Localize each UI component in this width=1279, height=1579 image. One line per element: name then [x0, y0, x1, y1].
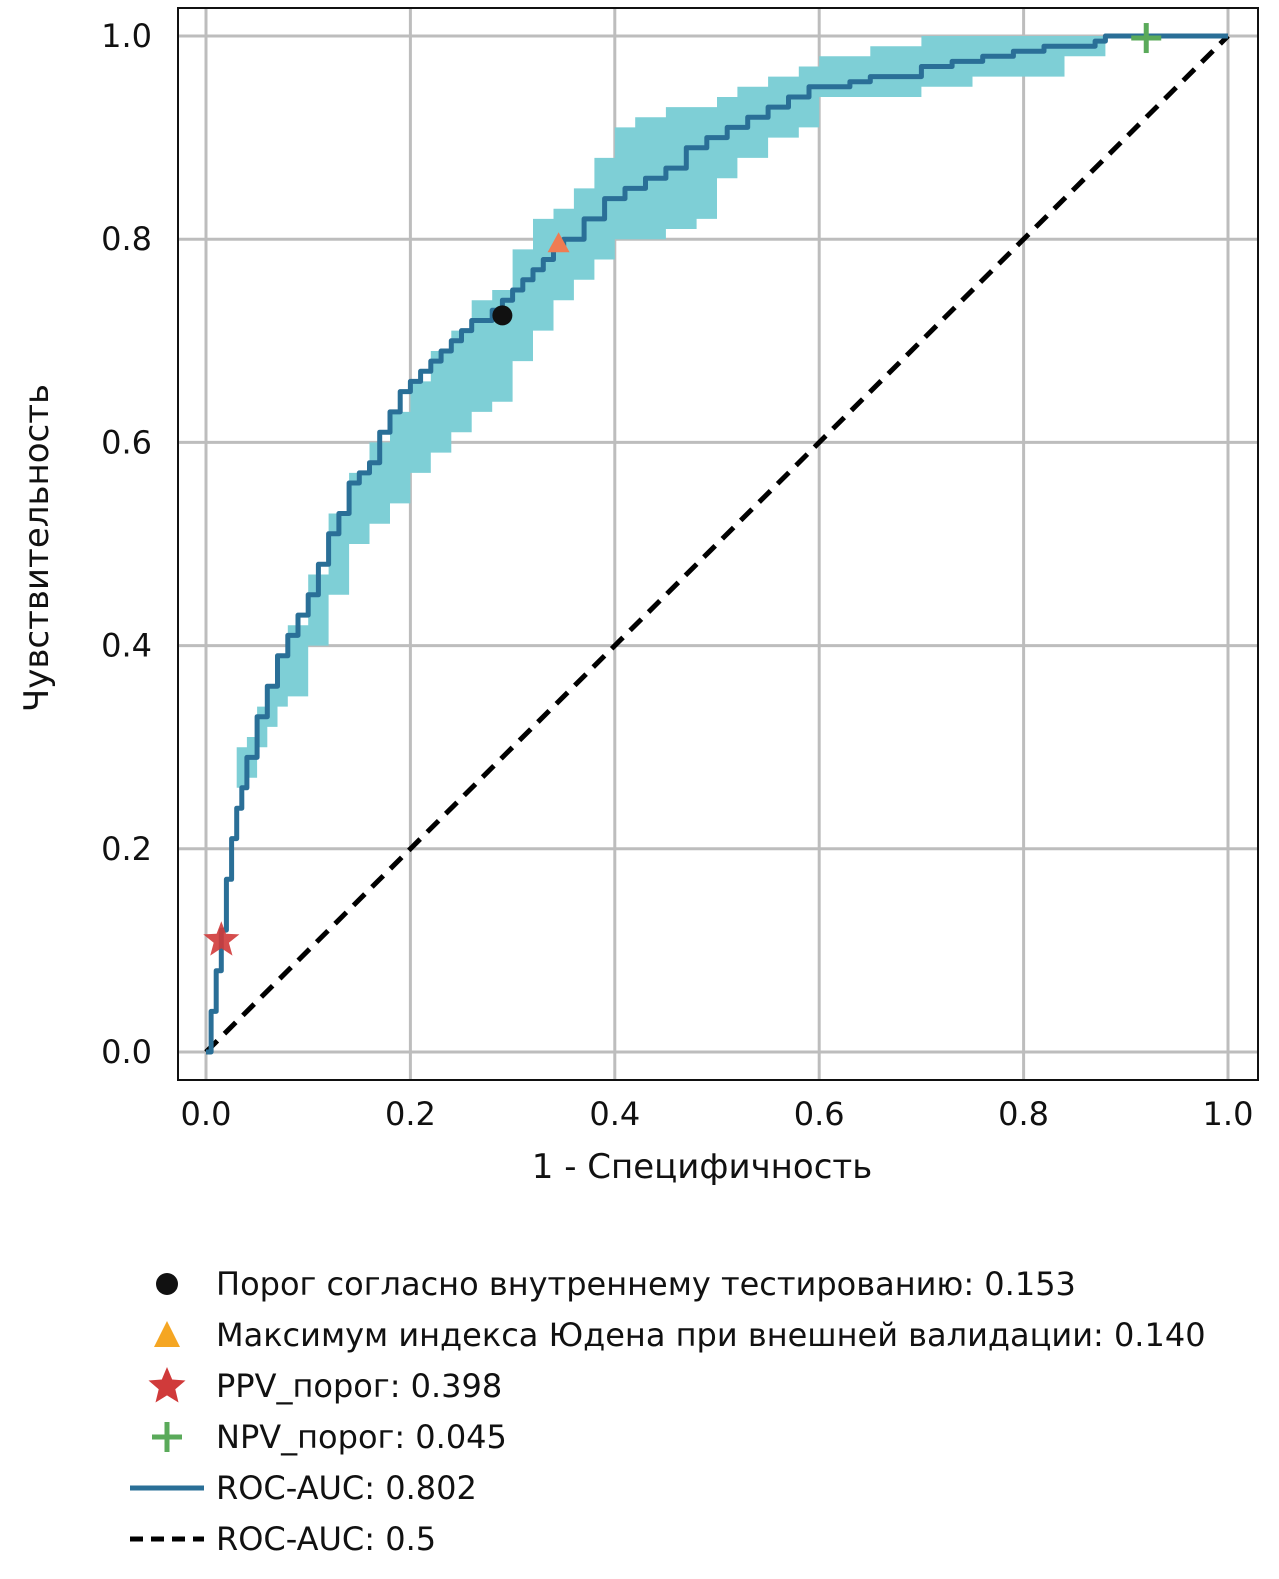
plot-frame: [177, 7, 1259, 1081]
x-tick-label: 0.6: [794, 1095, 845, 1133]
y-axis-title: Чувствительность: [17, 384, 57, 712]
markers-layer: [203, 23, 1162, 956]
black-circle-icon: [156, 1272, 178, 1295]
npv-threshold-marker: [1131, 23, 1162, 54]
internal-threshold-marker: [492, 305, 513, 326]
lines-layer: [204, 33, 1230, 1055]
green-plus-icon: [152, 1421, 182, 1452]
legend-item-chance: ROC-AUC: 0.5: [128, 1513, 1268, 1564]
y-tick-label: 1.0: [101, 17, 152, 55]
x-tick-label: 1.0: [1203, 1095, 1254, 1133]
legend-label: Максимум индекса Юдена при внешней валид…: [216, 1315, 1206, 1354]
y-tick-label: 0.6: [101, 423, 152, 461]
x-tick-label: 0.4: [589, 1095, 640, 1133]
legend-label: PPV_порог: 0.398: [216, 1366, 503, 1405]
x-tick-label: 0.2: [385, 1095, 436, 1133]
roc-curve-line: [206, 33, 1228, 1055]
orange-triangle-icon: [154, 1320, 180, 1347]
red-star-icon: [148, 1366, 186, 1402]
legend-label: NPV_порог: 0.045: [216, 1417, 507, 1456]
roc-chart: 0.0 0.2 0.4 0.6 0.8 1.0 0.0 0.2 0.4 0.6 0.8 1.0 1 -…: [17, 7, 1259, 1187]
legend-item-youden: Максимум индекса Юдена при внешней валид…: [128, 1309, 1268, 1360]
legend-item-ppv: PPV_порог: 0.398: [128, 1360, 1268, 1411]
legend-label: ROC-AUC: 0.5: [216, 1519, 437, 1558]
y-tick-label: 0.2: [101, 830, 152, 868]
legend: Порог согласно внутреннему тестированию:…: [128, 1258, 1268, 1564]
confidence-band: [236, 36, 1106, 788]
ppv-threshold-marker: [203, 921, 240, 956]
x-tick-label: 0.8: [998, 1095, 1049, 1133]
legend-item-npv: NPV_порог: 0.045: [128, 1411, 1268, 1462]
y-tick-label: 0.0: [101, 1033, 152, 1071]
legend-label: ROC-AUC: 0.802: [216, 1468, 477, 1507]
confidence-band-layer: [236, 36, 1106, 788]
legend-label: Порог согласно внутреннему тестированию:…: [216, 1264, 1076, 1303]
x-tick-label: 0.0: [181, 1095, 232, 1133]
youden-marker: [547, 232, 570, 253]
y-tick-label: 0.8: [101, 220, 152, 258]
dashed-line-icon: [130, 1536, 204, 1541]
legend-item-internal-threshold: Порог согласно внутреннему тестированию:…: [128, 1258, 1268, 1309]
tick-labels: 0.0 0.2 0.4 0.6 0.8 1.0 0.0 0.2 0.4 0.6 0.8 1.0: [101, 17, 1253, 1133]
x-axis-title: 1 - Специфичность: [532, 1147, 872, 1187]
y-tick-label: 0.4: [101, 627, 152, 665]
legend-item-roc: ROC-AUC: 0.802: [128, 1462, 1268, 1513]
solid-line-icon: [130, 1485, 204, 1490]
chance-diagonal-line: [204, 34, 1230, 1054]
